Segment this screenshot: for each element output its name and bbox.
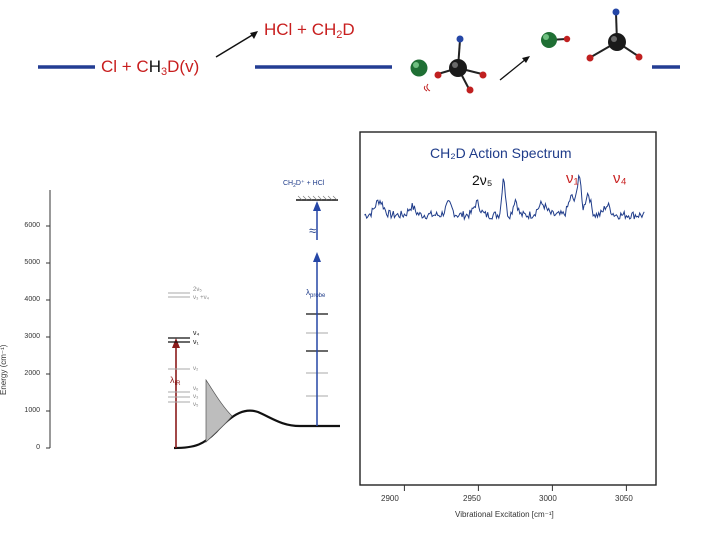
probe-arrow-head-upper [313, 252, 321, 262]
energy-diagram [46, 190, 340, 450]
scheme-arrow [499, 58, 527, 81]
energy-tick-6000: 6000 [24, 222, 40, 229]
scheme-arrow-head [522, 56, 530, 63]
x-tick-label-2900: 2900 [381, 494, 399, 503]
reactant-label: Cl + CH3D(v) [101, 57, 200, 78]
chart-title: CH₂D Action Spectrum [430, 145, 572, 161]
reaction-arrow [215, 33, 255, 58]
ir-wavelength-label: λIR [170, 375, 181, 388]
spectrum-series-line [364, 173, 645, 221]
reaction-arrow-head [250, 31, 258, 39]
energy-tick-1000: 1000 [24, 407, 40, 414]
x-tick-label-2950: 2950 [463, 494, 481, 503]
reaction-scheme [38, 8, 680, 94]
probe-wavelength-label: λprobe [306, 288, 326, 300]
annotation-2v5: 2ν₅ [472, 172, 493, 188]
level-label-v1: ν₁ [193, 339, 199, 346]
probe-arrow-head-top [313, 201, 321, 211]
level-label-2v5: 2ν₅ [193, 287, 202, 293]
vibrational-distribution [205, 378, 233, 443]
level-label-v3: ν₃ [193, 394, 199, 400]
chart-x-axis-label: Vibrational Excitation [cm⁻¹] [455, 510, 554, 519]
x-tick-label-3050: 3050 [615, 494, 633, 503]
ion-threshold-hatch [297, 195, 338, 201]
energy-tick-2000: 2000 [24, 370, 40, 377]
product-label: HCl + CH2D [264, 20, 355, 41]
x-tick-label-3000: 3000 [539, 494, 557, 503]
energy-tick-4000: 4000 [24, 296, 40, 303]
ir-pump-arrow-head [172, 338, 180, 348]
annotation-v4: ν₄ [613, 170, 627, 187]
annotation-v1: ν₁ [566, 170, 579, 187]
energy-tick-0: 0 [36, 444, 40, 451]
vibrational-levels-left [168, 292, 190, 403]
molecule-reactant-icon [410, 35, 487, 94]
ion-continuum-label: CH2D⁺ + HCl [283, 180, 325, 189]
chart-x-ticks [403, 485, 627, 491]
action-spectrum-chart [359, 131, 657, 491]
level-label-v2: ν₂ [193, 366, 199, 372]
level-label-v5: ν₅ [193, 402, 199, 408]
chart-frame [359, 131, 657, 486]
approx-break-icon: ≈ [309, 223, 317, 238]
level-label-v6: ν₆ [193, 386, 199, 392]
molecule-product-icon [541, 8, 643, 62]
level-label-v3-v4: ν₃ +ν₄ [193, 295, 210, 301]
level-label-v4: ν₄ [193, 330, 200, 337]
energy-tick-3000: 3000 [24, 333, 40, 340]
reaction-coordinate-curve [173, 409, 340, 450]
energy-y-ticks [46, 225, 50, 449]
energy-tick-5000: 5000 [24, 259, 40, 266]
energy-axis-label: Energy (cm⁻¹) [0, 344, 8, 395]
